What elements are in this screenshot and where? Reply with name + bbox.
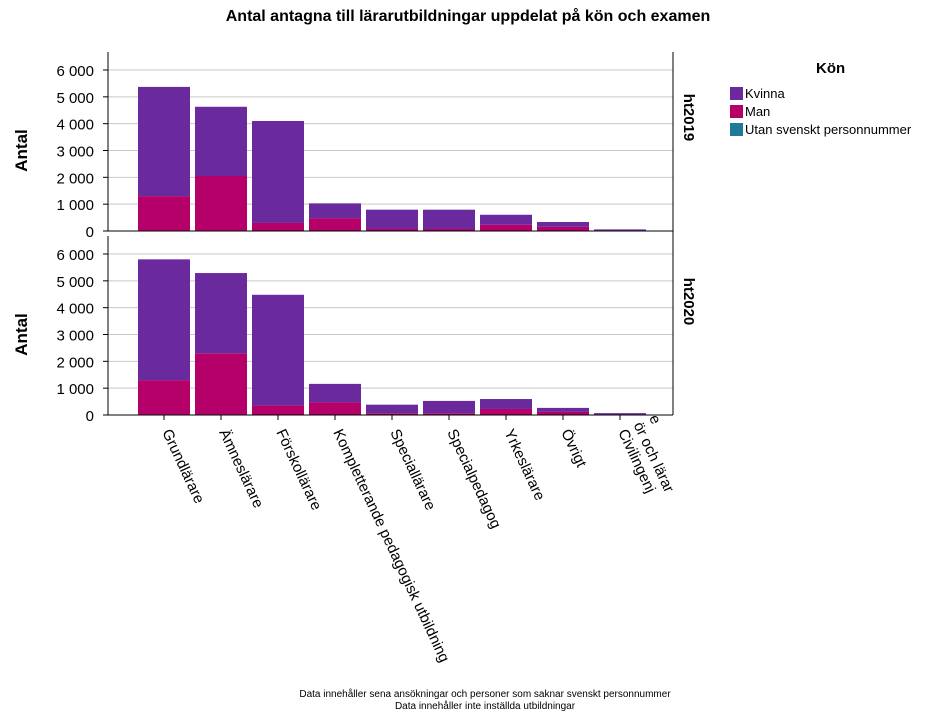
footnote-1: Data innehåller sena ansökningar och per… [299,689,671,700]
bar-segment [537,226,589,231]
legend-label-utan-personnummer: Utan svenskt personnummer [745,122,912,137]
bar-segment [309,218,361,231]
bar-segment [480,214,532,225]
legend-swatch-utan-personnummer [730,123,743,136]
y-tick-label: 3 000 [56,328,94,345]
y-tick-label: 4 000 [56,301,94,318]
legend-item-man: Man [730,104,770,119]
y-tick-label: 6 000 [56,63,94,80]
bar-segment [423,209,475,229]
y-tick-label: 2 000 [56,170,94,187]
y-tick-label: 1 000 [56,381,94,398]
x-tick-label: Förskollärare [272,427,324,514]
bar-segment [594,413,646,415]
legend-swatch-man [730,105,743,118]
chart-title: Antal antagna till lärarutbildningar upp… [225,8,711,25]
bar-segment [138,196,190,231]
bar-segment [366,209,418,229]
panel-label: ht2020 [680,278,697,326]
x-tick-label-line: Grundlärare [158,427,207,507]
x-tick-label-line: Specialpedagog [443,427,504,532]
footnote-2: Data innehåller inte inställda utbildnin… [394,701,576,712]
x-tick-label: Yrkeslärare [500,427,548,504]
y-tick-label: 5 000 [56,274,94,291]
bar-segment [195,353,247,415]
y-axis-label: Antal [12,313,31,356]
legend-title: Kön [816,60,846,77]
bar-segment [195,106,247,176]
bar-segment [252,405,304,415]
legend-item-kvinna: Kvinna [730,86,785,101]
panel-label: ht2019 [680,94,697,142]
y-tick-label: 4 000 [56,117,94,134]
x-tick-label-line: Yrkeslärare [500,427,548,504]
bar-segment [537,407,589,412]
x-tick-label: Kompletterande pedagogisk utbildning [329,427,452,665]
bar-segment [537,411,589,415]
bar-segment [309,203,361,219]
bar-segment [309,383,361,403]
bar-segment [138,86,190,197]
legend-swatch-kvinna [730,87,743,100]
bar-segment [366,228,418,231]
bar-segment [480,399,532,409]
bar-segment [252,294,304,406]
bar-segment [366,404,418,414]
legend-label-kvinna: Kvinna [745,86,785,101]
x-tick-label-line: Ämneslärare [215,427,266,511]
x-tick-label: Övrigt [557,426,591,471]
bar-segment [195,273,247,354]
bar-segment [252,222,304,231]
legend-item-utan-personnummer: Utan svenskt personnummer [730,122,911,137]
bar-segment [537,222,589,227]
x-tick-label-line: Kompletterande pedagogisk utbildning [329,427,452,665]
bar-segment [138,259,190,381]
bar-segment [366,413,418,415]
bar-segment [423,413,475,415]
x-tick-label: Civilingenjör och lärare [614,412,692,502]
x-tick-label-line: Förskollärare [272,427,324,514]
bar-segment [480,224,532,231]
legend-label-man: Man [745,104,771,119]
y-tick-label: 6 000 [56,247,94,264]
bar-segment [195,175,247,231]
bar-segment [252,120,304,223]
bar-segment [423,400,475,414]
x-tick-label: Ämneslärare [215,427,266,511]
x-tick-label-line: Övrigt [557,426,591,471]
y-tick-label: 0 [86,408,94,425]
bar-segment [309,402,361,415]
y-tick-label: 1 000 [56,197,94,214]
y-tick-label: 3 000 [56,144,94,161]
y-tick-label: 0 [86,224,94,241]
bar-segment [480,408,532,415]
x-tick-label: Specialpedagog [443,427,504,532]
y-tick-label: 2 000 [56,354,94,371]
x-tick-label-line: e [645,412,664,427]
x-tick-label: Speciallärare [386,427,438,514]
y-axis-label: Antal [12,129,31,172]
bar-segment [423,228,475,231]
y-tick-label: 5 000 [56,90,94,107]
x-tick-label: Grundlärare [158,427,207,507]
bar-segment [594,229,646,231]
x-tick-label-line: Speciallärare [386,427,438,514]
bar-segment [138,380,190,415]
